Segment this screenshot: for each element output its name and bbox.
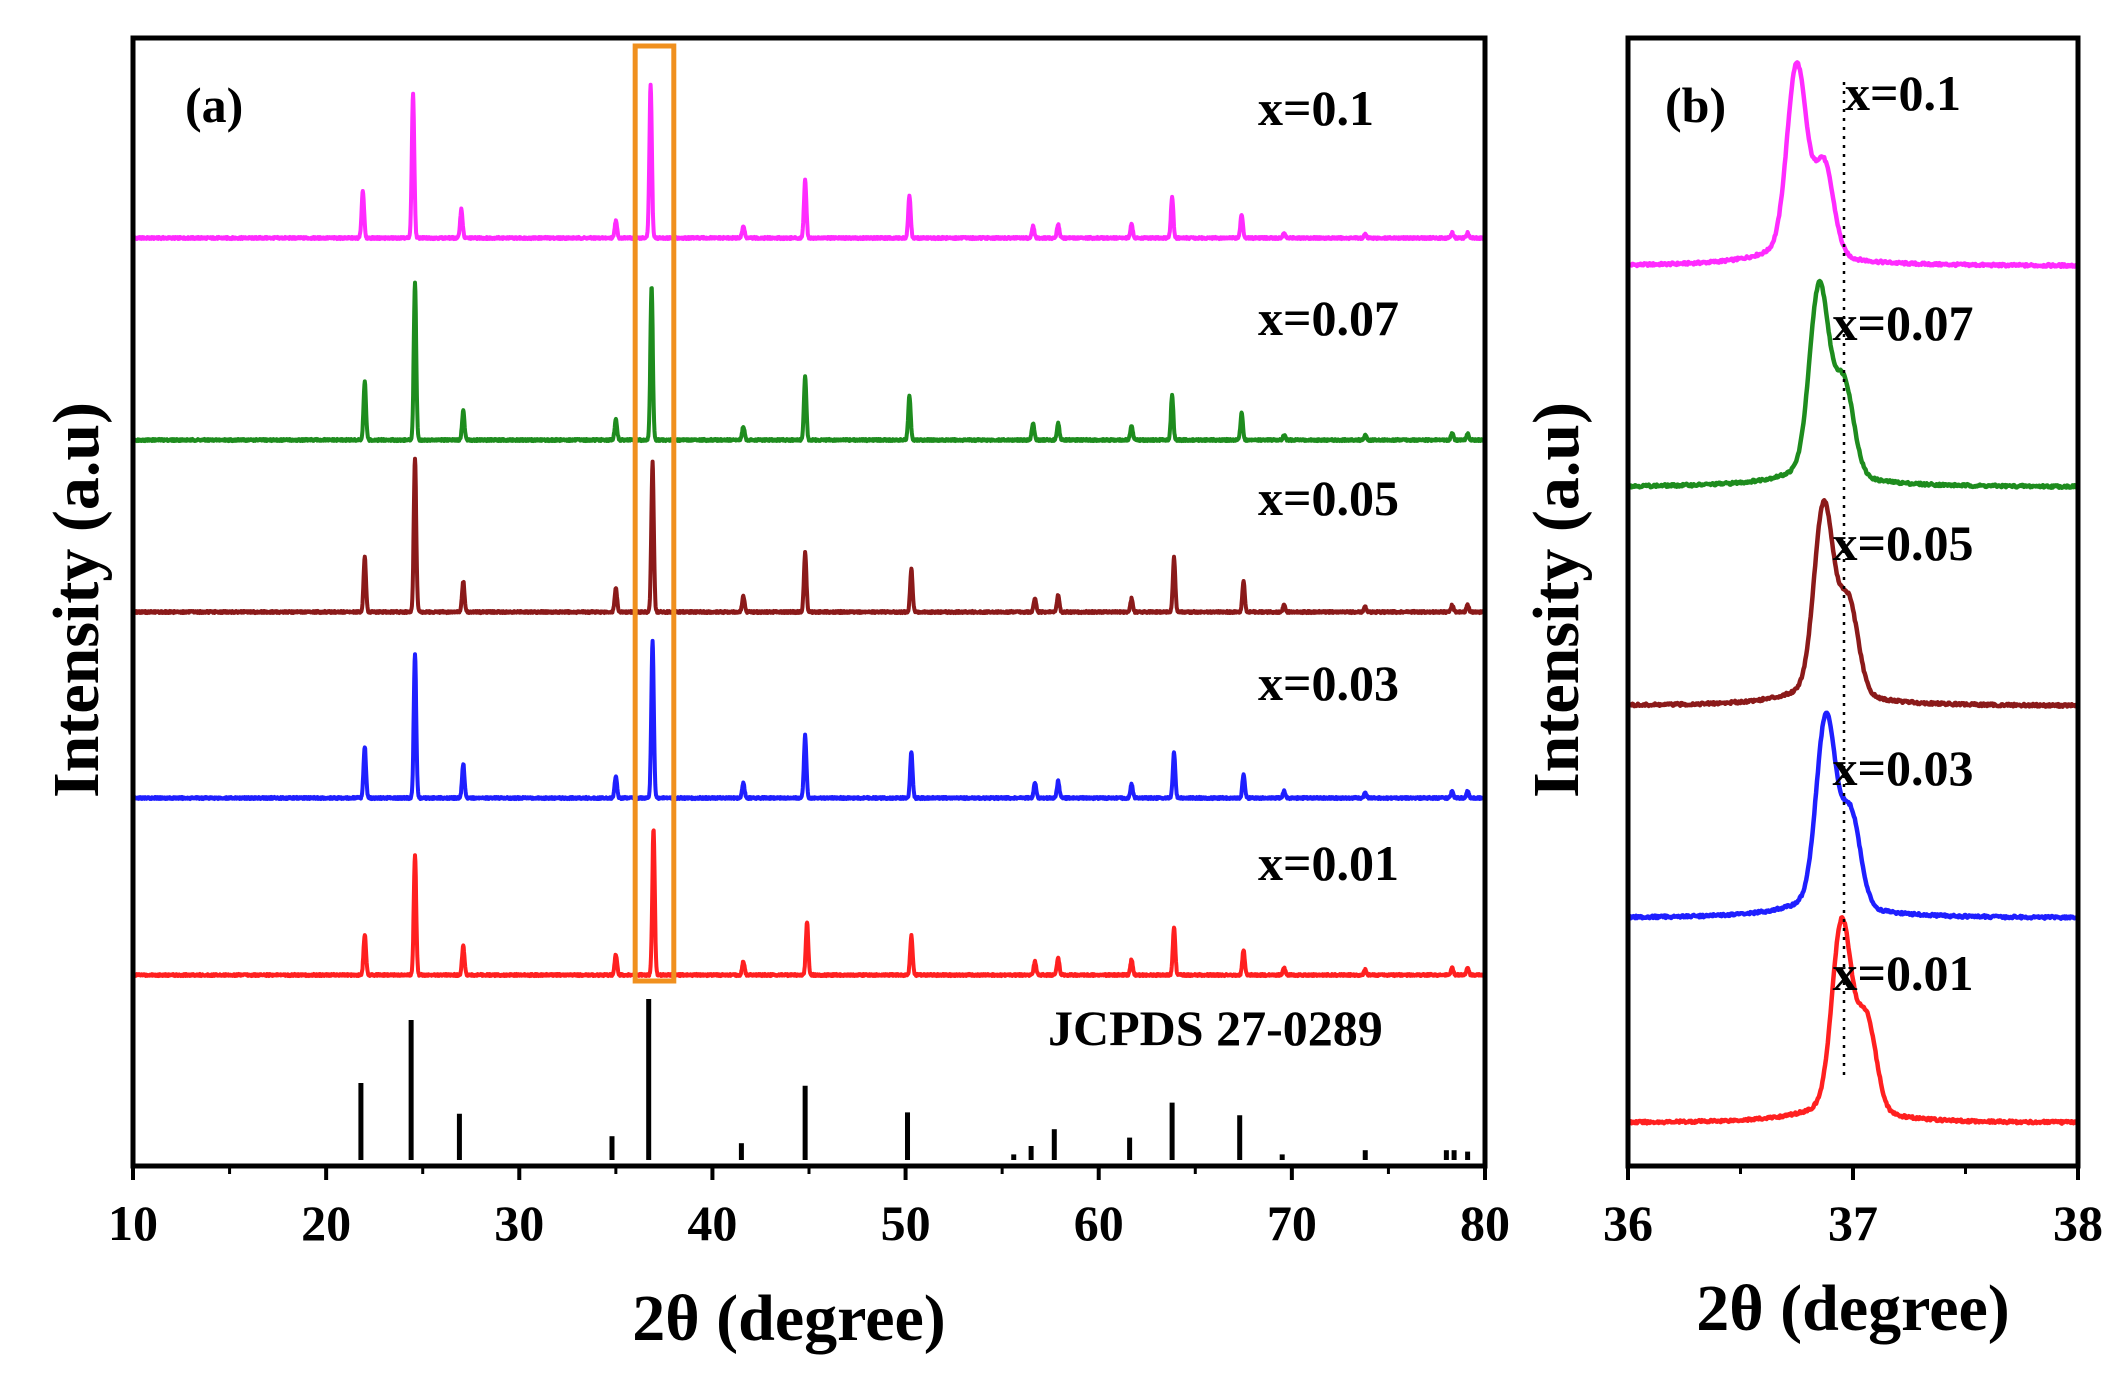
panel-b-tag: (b) [1665,77,1726,133]
x-tick-label: 10 [108,1195,158,1251]
x-tick-label: 80 [1460,1195,1510,1251]
series-label-x=0.07: x=0.07 [1258,290,1399,346]
panel-b: 36 37 38 (b) x=0.1 x=0.07 x=0.05 x=0.03 x=0.01… [1520,35,2103,1345]
series-label-x=0.1: x=0.1 [1258,80,1374,136]
panel-a: 10 20 30 40 50 60 70 80 (a) x=0.1 x=0.07 x=0.05 x=… [40,35,1510,1355]
panel-b-ylabel: Intensity (a.u) [1520,402,1593,798]
x-tick-label: 30 [494,1195,544,1251]
panel-b-xlabel: 2θ (degree) [1696,1272,2010,1345]
panel-a-xlabel: 2θ (degree) [632,1282,946,1355]
reference-label: JCPDS 27-0289 [1048,1000,1383,1056]
peak-line-x=0.01 [1626,915,2081,1126]
series-label-x=0.05: x=0.05 [1258,470,1399,526]
peak-line-x=0.1 [1626,60,2080,270]
x-tick-label-b: 37 [1828,1195,1878,1251]
x-tick-label-b: 38 [2053,1195,2103,1251]
series-label-b-x=0.03: x=0.03 [1833,740,1974,796]
series-label-x=0.01: x=0.01 [1258,835,1399,891]
highlight-box [632,43,677,984]
peak-line-x=0.05 [1626,498,2080,709]
panel-a-tag: (a) [185,77,243,133]
pattern-line-x=0.05 [131,456,1487,615]
panel-a-ylabel: Intensity (a.u) [40,402,113,798]
x-tick-label: 50 [881,1195,931,1251]
pattern-line-x=0.03 [131,638,1487,801]
series-label-b-x=0.01: x=0.01 [1833,945,1974,1001]
x-tick-label: 40 [687,1195,737,1251]
panel-a-frame [130,35,1488,1169]
series-label-x=0.03: x=0.03 [1258,655,1399,711]
series-label-b-x=0.05: x=0.05 [1833,515,1974,571]
x-tick-label: 70 [1267,1195,1317,1251]
peak-line-x=0.07 [1626,278,2080,490]
pattern-line-x=0.07 [131,280,1487,443]
panel-b-frame [1625,35,2081,1169]
pattern-line-x=0.1 [131,82,1487,241]
x-tick-label: 60 [1074,1195,1124,1251]
peak-line-x=0.03 [1626,710,2080,921]
pattern-line-x=0.01 [131,828,1487,978]
x-tick-label-b: 36 [1603,1195,1653,1251]
x-tick-label: 20 [301,1195,351,1251]
series-label-b-x=0.1: x=0.1 [1845,65,1961,121]
series-label-b-x=0.07: x=0.07 [1833,295,1974,351]
